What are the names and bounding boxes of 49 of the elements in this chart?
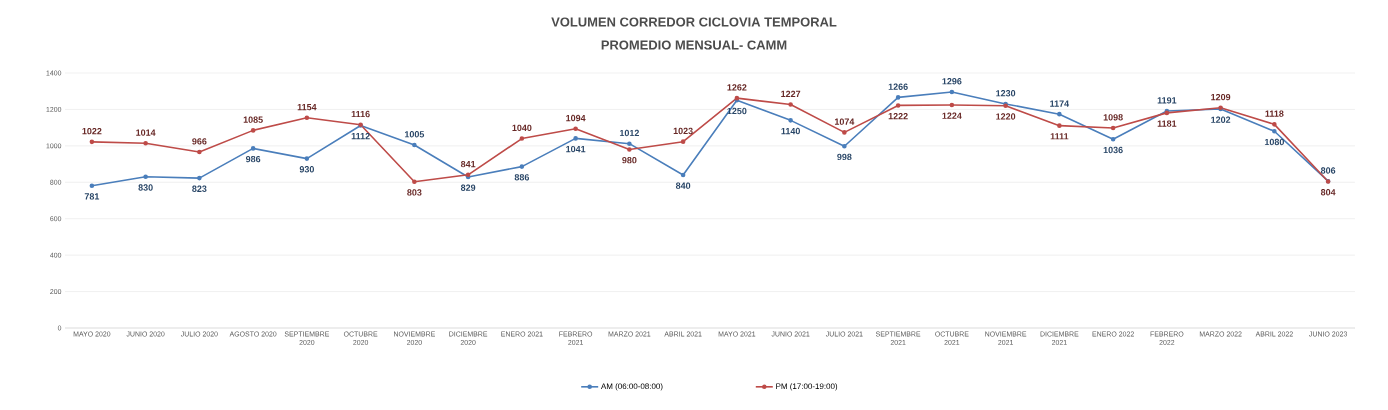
chart-title: VOLUMEN CORREDOR CICLOVIA TEMPORAL xyxy=(551,17,837,27)
data-label: 1202 xyxy=(1211,116,1231,123)
data-label: 823 xyxy=(192,185,207,192)
data-label: 803 xyxy=(407,189,422,196)
data-label: 1230 xyxy=(996,90,1016,97)
data-label: 1023 xyxy=(673,127,693,135)
data-label: 829 xyxy=(460,184,476,191)
data-label: 1041 xyxy=(566,145,586,153)
data-label: 806 xyxy=(1320,167,1336,174)
data-label: 841 xyxy=(460,160,476,168)
data-label: 1116 xyxy=(351,110,370,118)
data-label: 1098 xyxy=(1103,114,1123,121)
data-label: 840 xyxy=(675,182,691,189)
data-label: 1224 xyxy=(942,112,962,119)
data-label: 1154 xyxy=(297,104,317,111)
data-label: 1118 xyxy=(1265,110,1284,117)
data-label: 1036 xyxy=(1103,146,1123,154)
data-label: 1022 xyxy=(82,127,102,135)
data-label: 1140 xyxy=(781,127,800,135)
data-label: 1040 xyxy=(512,124,532,132)
data-label: 1085 xyxy=(243,116,263,123)
data-label: 1296 xyxy=(942,78,962,85)
data-label: 1005 xyxy=(404,131,425,138)
data-label: 1191 xyxy=(1157,97,1177,104)
data-label: 830 xyxy=(138,184,153,191)
data-label: 980 xyxy=(622,157,637,164)
data-label: 1012 xyxy=(619,129,639,137)
data-label: 1174 xyxy=(1050,100,1070,107)
data-label: 1227 xyxy=(781,90,801,97)
data-label: 1209 xyxy=(1211,93,1231,101)
data-label: 1222 xyxy=(888,112,908,120)
data-label: 1094 xyxy=(566,114,586,122)
data-label: 986 xyxy=(245,155,261,163)
data-label: 1181 xyxy=(1157,120,1177,127)
data-label: 1220 xyxy=(996,113,1016,120)
data-label: 1074 xyxy=(834,118,855,125)
data-label: 966 xyxy=(192,138,207,145)
data-label: 1112 xyxy=(351,132,370,140)
chart-subtitle: PROMEDIO MENSUAL- CAMM xyxy=(601,40,787,50)
data-label: 1111 xyxy=(1050,133,1069,140)
data-label: 1014 xyxy=(136,129,156,136)
data-label: 804 xyxy=(1320,189,1336,196)
data-label: 1080 xyxy=(1264,138,1284,146)
data-label: 998 xyxy=(837,153,852,161)
data-label: 886 xyxy=(514,174,530,181)
data-label: 1262 xyxy=(727,84,747,91)
data-label: 930 xyxy=(299,166,314,173)
data-label: 1266 xyxy=(888,83,908,90)
data-label: 781 xyxy=(84,193,100,200)
